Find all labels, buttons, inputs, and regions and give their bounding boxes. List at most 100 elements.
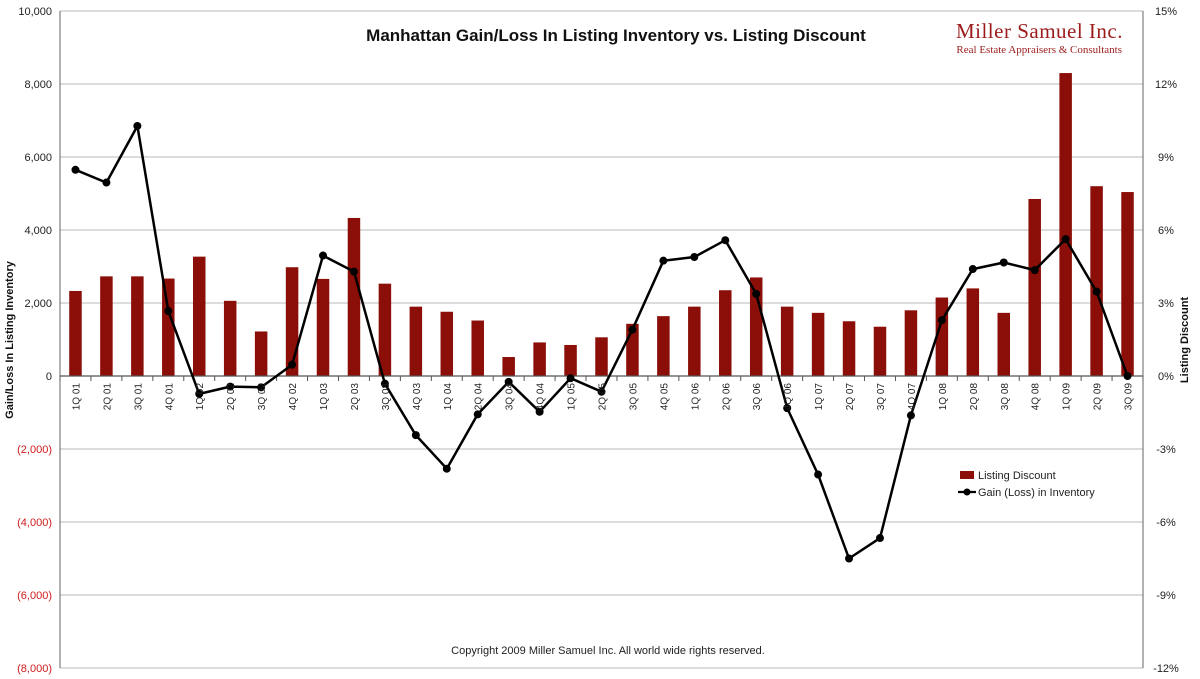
bar-2q-06	[719, 290, 732, 376]
point-3q-05	[628, 325, 637, 334]
chart-title: Manhattan Gain/Loss In Listing Inventory…	[366, 26, 866, 45]
bar-2q-01	[100, 276, 113, 376]
point-4q-01	[164, 307, 173, 316]
point-1q-06	[690, 253, 699, 262]
point-2q-06	[721, 236, 730, 245]
left-tick-label: (4,000)	[17, 517, 52, 529]
point-2q-09	[1092, 287, 1101, 296]
right-tick-label: 3%	[1158, 298, 1174, 310]
bar-4q-05	[657, 316, 670, 376]
right-tick-label: -12%	[1153, 663, 1179, 675]
bar-4q-08	[1028, 198, 1041, 376]
point-4q-07	[906, 411, 915, 420]
x-tick-label: 1Q 01	[72, 383, 83, 411]
x-tick-label: 2Q 05	[598, 383, 609, 411]
right-tick-label: 0%	[1158, 371, 1174, 383]
bar-2q-05	[595, 337, 608, 376]
bar-2q-09	[1090, 186, 1103, 376]
point-4q-02	[288, 360, 297, 369]
bar-2q-04	[471, 320, 484, 376]
x-tick-label: 4Q 05	[659, 383, 670, 411]
axes	[59, 11, 1144, 668]
x-tick-label: 1Q 02	[195, 383, 206, 411]
left-tick-label: 6,000	[24, 152, 52, 164]
x-tick-label: 3Q 05	[628, 383, 639, 411]
x-tick-label: 4Q 06	[783, 383, 794, 411]
bar-1q-04	[440, 311, 454, 376]
point-4q-03	[411, 431, 420, 440]
bar-1q-02	[192, 256, 206, 376]
point-2q-04	[473, 410, 482, 419]
left-tick-label: 2,000	[24, 298, 52, 310]
x-tick-label: 3Q 08	[1000, 383, 1011, 411]
bar-2q-08	[966, 288, 980, 376]
logo: Miller Samuel Inc. Real Estate Appraiser…	[956, 19, 1123, 56]
x-tick-label: 2Q 09	[1093, 383, 1104, 411]
right-axis-ticks: 15% 12% 9% 6% 3% 0% -3% -6% -9% -12%	[1153, 6, 1179, 675]
point-1q-08	[937, 316, 946, 325]
right-tick-label: -6%	[1156, 517, 1176, 529]
point-3q-07	[875, 534, 884, 543]
logo-subtitle: Real Estate Appraisers & Consultants	[956, 44, 1122, 56]
bar-1q-05	[564, 344, 577, 376]
x-axis-ticks: 1Q 01 2Q 01 3Q 01 4Q 01 1Q 02 2Q 02 3Q 02 4Q 02…	[72, 383, 1135, 411]
left-tick-label: 8,000	[24, 79, 52, 91]
x-tick-label: 2Q 02	[226, 383, 237, 411]
x-tick-label: 3Q 01	[133, 383, 144, 411]
left-tick-label: 4,000	[24, 225, 52, 237]
left-tick-label: 10,000	[18, 6, 52, 18]
x-tick-label: 4Q 02	[288, 383, 299, 411]
bar-4q-01	[162, 278, 175, 376]
x-tick-label: 1Q 09	[1062, 383, 1073, 411]
bar-4q-02	[285, 267, 299, 376]
point-4q-04	[535, 407, 544, 416]
x-tick-label: 4Q 01	[164, 383, 175, 411]
right-tick-label: 6%	[1158, 225, 1174, 237]
x-tick-label: 1Q 06	[690, 383, 701, 411]
point-1q-05	[566, 374, 575, 383]
bar-1q-07	[811, 312, 825, 376]
legend: Listing Discount Gain (Loss) in Inventor…	[958, 470, 1095, 499]
x-tick-label: 3Q 02	[257, 383, 268, 411]
x-tick-label: 3Q 03	[381, 383, 392, 411]
point-3q-06	[752, 289, 761, 298]
x-tick-label: 2Q 04	[474, 383, 485, 411]
left-tick-label: (2,000)	[17, 444, 52, 456]
point-4q-08	[1030, 266, 1039, 275]
x-tick-label: 2Q 07	[845, 383, 856, 411]
right-tick-label: -9%	[1156, 590, 1176, 602]
point-2q-05	[597, 387, 606, 396]
x-tick-label: 3Q 07	[876, 383, 887, 411]
point-4q-06	[783, 404, 792, 413]
x-tick-label: 1Q 04	[443, 383, 454, 411]
point-1q-03	[319, 251, 328, 260]
bar-3q-08	[997, 312, 1011, 376]
left-tick-label: 0	[46, 371, 52, 383]
point-1q-07	[814, 470, 823, 479]
bar-2q-03	[347, 217, 361, 376]
copyright-notice: Copyright 2009 Miller Samuel Inc. All wo…	[451, 645, 765, 657]
legend-swatch-gain-loss-marker	[963, 488, 971, 496]
point-1q-02	[195, 389, 204, 398]
left-tick-label: (8,000)	[17, 663, 52, 675]
x-tick-label: 2Q 06	[721, 383, 732, 411]
point-2q-07	[845, 554, 854, 563]
x-tick-label: 4Q 08	[1031, 383, 1042, 411]
x-tick-label: 1Q 05	[567, 383, 578, 411]
logo-name: Miller Samuel Inc.	[956, 19, 1123, 43]
point-4q-05	[659, 256, 668, 265]
bar-4q-04	[533, 342, 546, 376]
bar-3q-07	[873, 326, 887, 376]
x-tick-label: 4Q 04	[536, 383, 547, 411]
bar-1q-09	[1059, 73, 1072, 377]
x-tick-label: 2Q 08	[969, 383, 980, 411]
point-2q-08	[968, 265, 977, 274]
left-tick-label: (6,000)	[17, 590, 52, 602]
point-3q-08	[999, 258, 1008, 267]
point-2q-01	[102, 178, 111, 187]
bar-4q-06	[780, 306, 794, 376]
x-tick-label: 3Q 06	[752, 383, 763, 411]
left-axis-label: Gain/Loss In Listing Inventory	[4, 260, 16, 419]
right-tick-label: 9%	[1158, 152, 1174, 164]
